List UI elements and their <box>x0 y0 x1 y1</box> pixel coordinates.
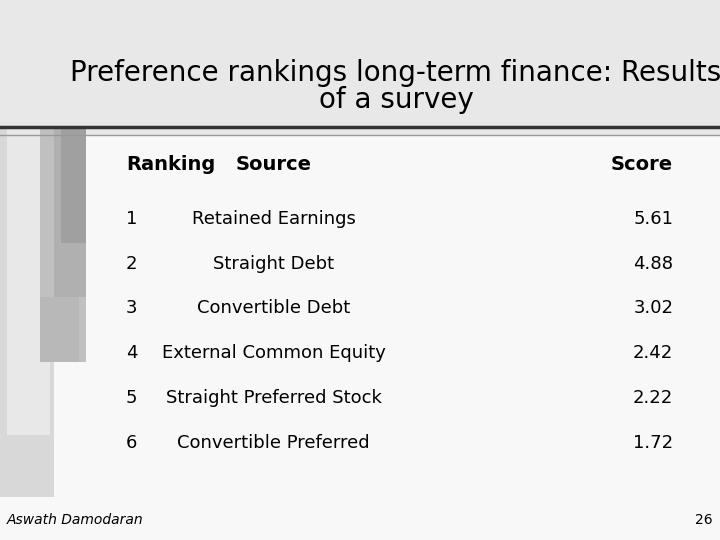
Text: 6: 6 <box>126 434 138 452</box>
Bar <box>0 127 54 497</box>
Text: 1.72: 1.72 <box>633 434 673 452</box>
Bar <box>0 0 720 135</box>
Text: of a survey: of a survey <box>319 86 473 114</box>
Bar <box>40 297 79 362</box>
Text: 26: 26 <box>696 512 713 526</box>
Text: 2.42: 2.42 <box>633 344 673 362</box>
Bar <box>40 127 86 362</box>
Text: Ranking: Ranking <box>126 155 215 174</box>
Text: 4.88: 4.88 <box>633 254 673 273</box>
Text: External Common Equity: External Common Equity <box>162 344 385 362</box>
Text: 5: 5 <box>126 389 138 407</box>
Text: 2: 2 <box>126 254 138 273</box>
Text: Convertible Preferred: Convertible Preferred <box>177 434 370 452</box>
Bar <box>61 127 86 243</box>
Text: Retained Earnings: Retained Earnings <box>192 210 356 228</box>
Text: Source: Source <box>235 155 312 174</box>
Text: 4: 4 <box>126 344 138 362</box>
Text: Aswath Damodaran: Aswath Damodaran <box>7 512 144 526</box>
Text: Straight Debt: Straight Debt <box>213 254 334 273</box>
Text: 1: 1 <box>126 210 138 228</box>
Text: 3: 3 <box>126 299 138 318</box>
Text: Score: Score <box>611 155 673 174</box>
Text: 3.02: 3.02 <box>633 299 673 318</box>
Text: 5.61: 5.61 <box>633 210 673 228</box>
Bar <box>7 127 50 435</box>
Text: Convertible Debt: Convertible Debt <box>197 299 350 318</box>
Text: 2.22: 2.22 <box>633 389 673 407</box>
Bar <box>0 135 720 540</box>
Text: Straight Preferred Stock: Straight Preferred Stock <box>166 389 382 407</box>
Bar <box>54 127 86 297</box>
Text: Preference rankings long-term finance: Results: Preference rankings long-term finance: R… <box>71 59 720 87</box>
